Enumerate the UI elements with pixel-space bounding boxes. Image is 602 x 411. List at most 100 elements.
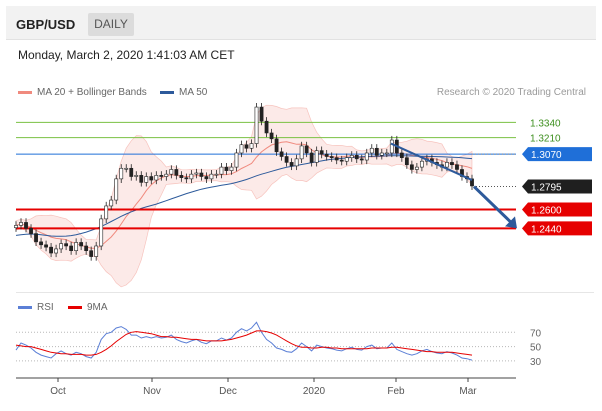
candle bbox=[399, 148, 404, 162]
panel-separator bbox=[16, 292, 594, 293]
trend-line bbox=[390, 142, 473, 181]
level-tag bbox=[522, 179, 592, 194]
legend-ma-bb-swatch bbox=[18, 90, 32, 94]
level-1.3210: 1.3210 bbox=[16, 134, 561, 145]
x-tick-label: Nov bbox=[143, 386, 161, 397]
candle bbox=[94, 241, 99, 261]
legend-ma50: MA 50 bbox=[160, 87, 207, 98]
candle-body bbox=[329, 156, 334, 158]
legend-ma-bb: MA 20 + Bollinger Bands bbox=[18, 87, 147, 98]
candle-body bbox=[19, 222, 23, 226]
candle bbox=[450, 158, 454, 169]
legend-9ma-label: 9MA bbox=[87, 302, 108, 313]
candle-body bbox=[244, 144, 249, 149]
candle-body bbox=[419, 160, 424, 168]
candle bbox=[299, 141, 304, 163]
candle bbox=[419, 157, 424, 172]
period-button[interactable]: DAILY bbox=[88, 13, 134, 36]
candle-body bbox=[319, 150, 324, 155]
candle-body bbox=[209, 173, 214, 180]
candle bbox=[164, 170, 169, 181]
candle-body bbox=[284, 156, 289, 163]
candle bbox=[114, 174, 119, 205]
timestamp: Monday, March 2, 2020 1:41:03 AM CET bbox=[18, 48, 235, 62]
candle bbox=[349, 151, 354, 162]
candle bbox=[89, 246, 94, 261]
level-1.3070: 1.3070 bbox=[16, 147, 592, 162]
candle bbox=[470, 174, 474, 191]
candle bbox=[149, 172, 154, 185]
candle-body bbox=[79, 242, 84, 247]
candle bbox=[219, 162, 224, 179]
candle-body bbox=[229, 166, 234, 171]
level-label: 1.2440 bbox=[531, 224, 562, 235]
candle-body bbox=[189, 173, 194, 180]
legend-9ma-swatch bbox=[68, 305, 82, 309]
candle-body bbox=[179, 175, 184, 178]
candle-body bbox=[224, 166, 229, 171]
candle-body bbox=[364, 152, 369, 161]
candle-body bbox=[249, 143, 254, 149]
candle-body bbox=[84, 245, 89, 251]
candle-body bbox=[254, 106, 259, 144]
candle bbox=[84, 241, 89, 255]
legend-ma-bb-label: MA 20 + Bollinger Bands bbox=[37, 87, 147, 98]
candle bbox=[379, 148, 384, 160]
research-credit: Research © 2020 Trading Central bbox=[436, 87, 586, 98]
level-label: 1.2600 bbox=[531, 205, 562, 216]
candle-body bbox=[44, 244, 48, 248]
candle-body bbox=[399, 152, 404, 158]
candle-body bbox=[279, 151, 284, 157]
level-label: 1.2795 bbox=[531, 183, 562, 194]
candle-body bbox=[34, 233, 38, 243]
candle bbox=[34, 229, 38, 246]
x-tick-label: Oct bbox=[50, 386, 66, 397]
candle bbox=[74, 238, 79, 255]
candle-body bbox=[304, 145, 309, 154]
candle bbox=[139, 171, 144, 187]
rsi-tick-label: 50 bbox=[530, 343, 542, 354]
level-tag bbox=[522, 202, 592, 217]
candle-body bbox=[164, 173, 169, 177]
candle bbox=[209, 170, 214, 183]
candle bbox=[169, 165, 174, 179]
candle-body bbox=[349, 155, 354, 158]
candle-body bbox=[294, 158, 299, 167]
candle bbox=[249, 139, 254, 153]
candle-body bbox=[239, 144, 244, 154]
candle bbox=[414, 162, 419, 174]
candle-body bbox=[74, 242, 79, 251]
x-tick-label: Mar bbox=[459, 386, 477, 397]
level-tag bbox=[522, 147, 592, 162]
candle bbox=[194, 168, 199, 179]
candle-body bbox=[234, 152, 239, 168]
candle bbox=[254, 102, 259, 148]
chart-header: GBP/USD DAILY bbox=[6, 6, 596, 40]
candle bbox=[19, 218, 23, 230]
projection-arrow-shaft bbox=[472, 185, 513, 224]
candle bbox=[159, 171, 164, 181]
candle bbox=[29, 224, 33, 238]
candle bbox=[49, 243, 53, 258]
legend-rsi-label: RSI bbox=[37, 302, 54, 313]
candle bbox=[259, 102, 264, 126]
candle bbox=[269, 128, 274, 143]
candle-body bbox=[204, 176, 209, 180]
price-chart: 1.3340 1.3210 1.3070 1.2795 1.2600 1.2440 70 50… bbox=[14, 102, 592, 397]
ma50-line bbox=[15, 155, 473, 237]
candle-body bbox=[359, 158, 364, 161]
candle bbox=[359, 154, 364, 165]
candle-body bbox=[414, 166, 419, 170]
legend-ma50-label: MA 50 bbox=[179, 87, 208, 98]
candle-body bbox=[174, 169, 179, 176]
candle-body bbox=[59, 243, 63, 250]
candle bbox=[334, 153, 339, 165]
candle-body bbox=[39, 241, 43, 246]
candle-body bbox=[199, 172, 204, 177]
candle-body bbox=[124, 167, 129, 170]
candle bbox=[214, 170, 219, 179]
candle bbox=[389, 135, 394, 158]
candle-body bbox=[445, 162, 449, 168]
rsi-9ma-line bbox=[15, 330, 473, 356]
candle bbox=[319, 146, 324, 159]
